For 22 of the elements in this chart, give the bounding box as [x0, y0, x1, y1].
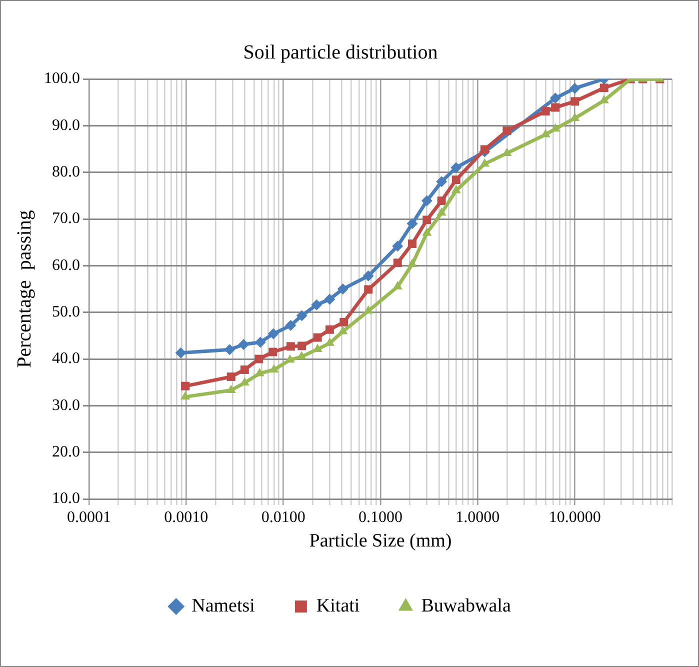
y-tick-label: 70.0: [52, 210, 80, 228]
legend-label: Buwabwala: [421, 595, 512, 616]
x-axis-title: Particle Size (mm): [309, 530, 452, 552]
y-axis-title: Percentage passing: [13, 210, 36, 368]
y-tick-label: 80.0: [52, 164, 80, 181]
y-tick-label: 90.0: [52, 116, 80, 134]
y-tick-label: 40.0: [52, 350, 80, 368]
y-tick-label: 30.0: [52, 396, 80, 414]
x-tick-label: 0.0100: [261, 508, 306, 526]
legend-label: Kitati: [316, 595, 360, 616]
x-tick-label: 0.1000: [358, 508, 402, 526]
x-tick-label: 0.0001: [67, 508, 111, 526]
y-tick-label: 10.0: [52, 490, 80, 508]
legend-label: Nametsi: [192, 595, 255, 616]
x-tick-label: 1.0000: [456, 508, 500, 526]
y-tick-label: 20.0: [52, 444, 80, 461]
y-tick-label: 50.0: [52, 304, 80, 321]
chart-title: Soil particle distribution: [243, 41, 438, 64]
x-tick-label: 10.0000: [548, 508, 601, 526]
y-tick-label: 100.0: [44, 70, 80, 88]
x-tick-label: 0.0010: [164, 508, 208, 526]
y-tick-label: 60.0: [52, 256, 80, 274]
